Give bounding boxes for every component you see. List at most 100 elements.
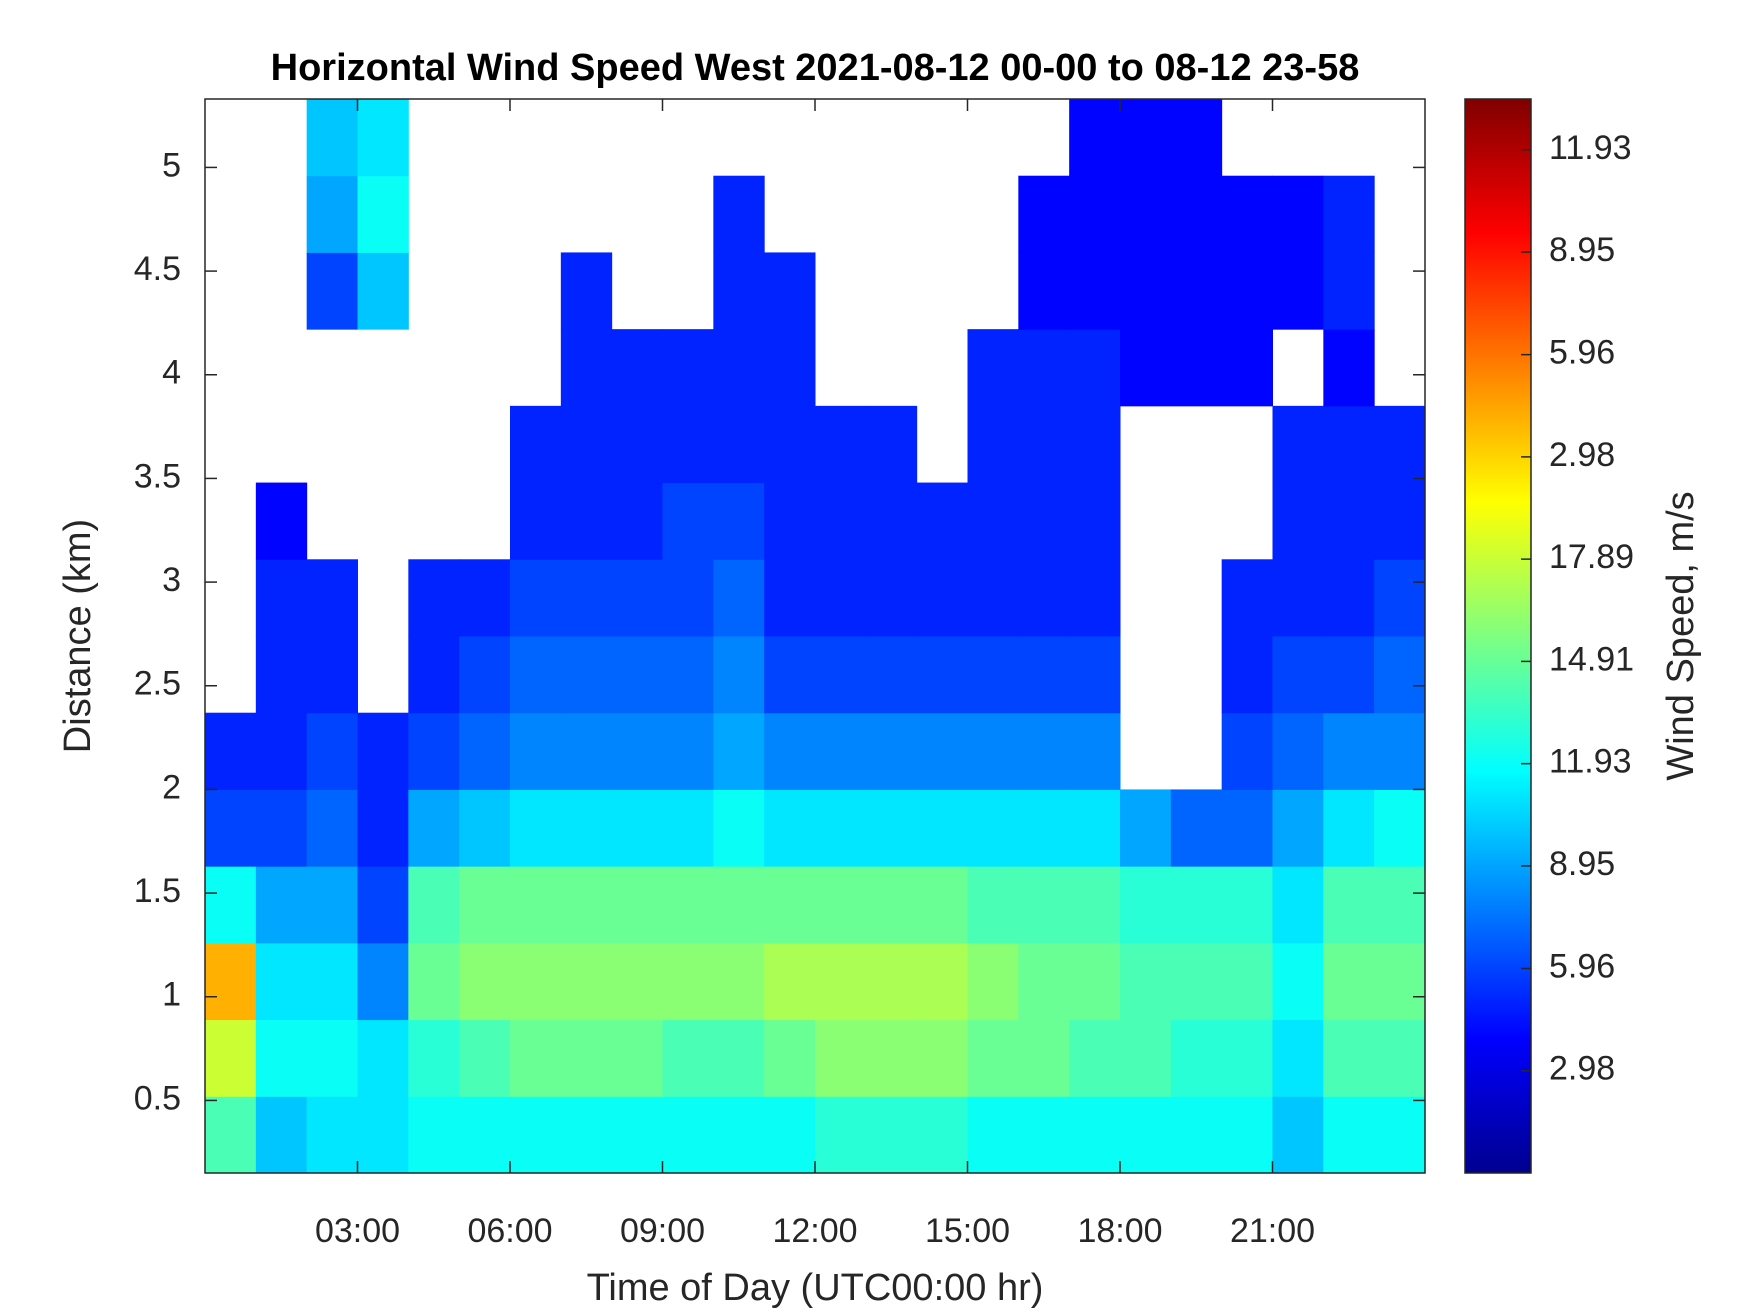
heatmap-cell — [1069, 942, 1121, 1021]
heatmap-cell — [510, 636, 562, 714]
heatmap-cell — [713, 789, 765, 867]
heatmap-cell — [510, 405, 562, 484]
heatmap-cell — [1018, 329, 1070, 407]
heatmap-cell — [1323, 866, 1375, 944]
heatmap-cell — [815, 482, 867, 560]
heatmap-cell — [459, 636, 511, 714]
heatmap-cell — [764, 329, 816, 407]
heatmap-cell — [967, 405, 1019, 484]
heatmap-cell — [967, 1096, 1019, 1174]
x-axis-label: Time of Day (UTC00:00 hr) — [587, 1267, 1044, 1309]
heatmap-cell — [1323, 405, 1375, 484]
heatmap-cell — [205, 712, 257, 790]
heatmap-cell — [306, 636, 358, 714]
y-tick-label: 4 — [162, 354, 181, 392]
heatmap-cell — [916, 866, 968, 944]
heatmap-cell — [459, 559, 511, 637]
heatmap-cell — [205, 866, 257, 944]
heatmap-cell — [357, 99, 409, 177]
heatmap-cell — [1272, 482, 1324, 560]
heatmap-cell — [408, 789, 460, 867]
heatmap-cell — [1323, 942, 1375, 1021]
heatmap-cell — [1069, 329, 1121, 407]
heatmap-cell — [1323, 712, 1375, 790]
heatmap-cell — [560, 636, 613, 714]
heatmap-cell — [1170, 942, 1223, 1021]
heatmap-cell — [1018, 942, 1070, 1021]
heatmap-cell — [662, 329, 714, 407]
y-tick-label: 3.5 — [134, 457, 181, 495]
heatmap-cell — [865, 405, 918, 484]
heatmap-cell — [1069, 1096, 1121, 1174]
heatmap-cell — [1374, 712, 1426, 790]
heatmap-cell — [1323, 1019, 1375, 1097]
heatmap-cell — [1018, 252, 1070, 330]
heatmap-cell — [408, 636, 460, 714]
heatmap-cell — [764, 866, 816, 944]
heatmap-cell — [357, 789, 409, 867]
heatmap-cell — [306, 175, 358, 253]
heatmap-cell — [357, 175, 409, 253]
heatmap-cell — [1069, 636, 1121, 714]
heatmap-cell — [306, 1019, 358, 1097]
heatmap-cell — [611, 1096, 663, 1174]
heatmap-cell — [1018, 559, 1070, 637]
x-tick-label: 09:00 — [620, 1212, 705, 1250]
heatmap-cell — [205, 942, 257, 1021]
heatmap-cell — [560, 942, 613, 1021]
heatmap-cell — [1120, 252, 1172, 330]
heatmap-cell — [459, 789, 511, 867]
heatmap-cell — [611, 789, 663, 867]
heatmap-cell — [713, 175, 765, 253]
heatmap-cell — [510, 789, 562, 867]
heatmap-cell — [865, 482, 918, 560]
y-tick-label: 3 — [162, 561, 181, 599]
heatmap-cell — [713, 559, 765, 637]
heatmap-cell — [713, 252, 765, 330]
y-tick-label: 2.5 — [134, 665, 181, 703]
colorbar — [1464, 98, 1532, 1174]
heatmap-cell — [662, 866, 714, 944]
heatmap-cell — [408, 1019, 460, 1097]
heatmap-cell — [1069, 712, 1121, 790]
heatmap-cell — [357, 712, 409, 790]
heatmap-cell — [1120, 329, 1172, 407]
heatmap-cell — [459, 942, 511, 1021]
heatmap-cell — [1170, 1019, 1223, 1097]
heatmap-cell — [459, 1096, 511, 1174]
heatmap-cell — [1069, 405, 1121, 484]
heatmap-cell — [713, 712, 765, 790]
heatmap-cell — [1374, 1019, 1426, 1097]
heatmap-cell — [967, 866, 1019, 944]
heatmap-cell — [611, 1019, 663, 1097]
heatmap-cell — [713, 1019, 765, 1097]
heatmap-cell — [1323, 329, 1375, 407]
heatmap-cell — [306, 866, 358, 944]
heatmap-cell — [1323, 482, 1375, 560]
heatmap-cell — [560, 405, 613, 484]
heatmap-cell — [408, 559, 460, 637]
heatmap-cell — [1272, 866, 1324, 944]
heatmap-cell — [1170, 789, 1223, 867]
y-axis-label: Distance (km) — [57, 519, 99, 753]
heatmap-cell — [510, 1096, 562, 1174]
heatmap-cell — [662, 1019, 714, 1097]
heatmap-cell — [662, 1096, 714, 1174]
heatmap-cells — [205, 99, 1426, 1174]
heatmap-cell — [1272, 1019, 1324, 1097]
heatmap-cell — [1272, 175, 1324, 253]
heatmap-cell — [1018, 405, 1070, 484]
colorbar-label: Wind Speed, m/s — [1660, 491, 1702, 780]
y-tick-label: 0.5 — [134, 1079, 181, 1117]
heatmap-cell — [1221, 789, 1273, 867]
heatmap-cell — [306, 789, 358, 867]
heatmap-cell — [1018, 482, 1070, 560]
heatmap-cell — [611, 942, 663, 1021]
heatmap-cell — [255, 712, 308, 790]
heatmap-cell — [255, 636, 308, 714]
heatmap-cell — [764, 712, 816, 790]
heatmap-cell — [611, 866, 663, 944]
heatmap-cell — [764, 1019, 816, 1097]
x-tick-label: 18:00 — [1077, 1212, 1162, 1250]
